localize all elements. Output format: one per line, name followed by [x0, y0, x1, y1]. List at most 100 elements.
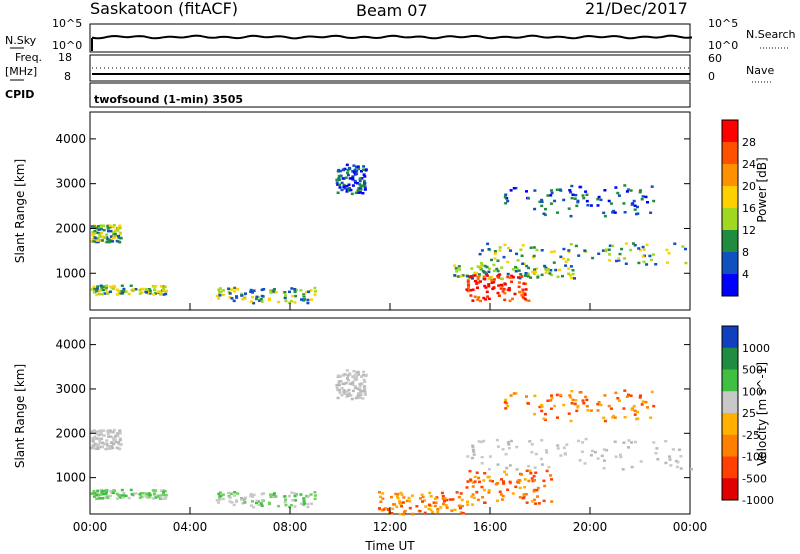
- echo-cell: [97, 231, 101, 235]
- echo-region: [465, 273, 531, 303]
- echo-cell: [540, 200, 544, 203]
- echo-cell: [550, 396, 554, 400]
- echo-cell: [240, 497, 243, 500]
- echo-cell: [345, 184, 349, 188]
- echo-cell: [525, 190, 528, 193]
- echo-cell: [95, 287, 99, 290]
- echo-cell: [251, 291, 254, 294]
- colorbar-swatch: [722, 252, 738, 275]
- echo-cell: [461, 512, 465, 515]
- echo-cell: [542, 417, 546, 420]
- echo-cell: [302, 295, 306, 299]
- echo-cell: [116, 293, 119, 296]
- echo-cell: [471, 448, 475, 452]
- echo-cell: [260, 300, 264, 303]
- colorbar-swatch: [722, 164, 738, 187]
- echo-cell: [112, 224, 116, 227]
- echo-cell: [356, 370, 360, 374]
- echo-cell: [540, 273, 544, 277]
- noise-trace: [91, 34, 693, 40]
- echo-cell: [617, 194, 621, 197]
- velocity-y-axis: 1000 2000 3000 4000: [55, 338, 690, 485]
- echo-cell: [303, 502, 306, 505]
- echo-cell: [530, 451, 534, 454]
- echo-cell: [117, 289, 121, 293]
- velocity-data-layer: [90, 369, 693, 516]
- echo-cell: [633, 409, 637, 413]
- x-tick-label: 12:00: [373, 520, 408, 534]
- echo-cell: [100, 286, 104, 289]
- echo-cell: [450, 509, 454, 512]
- echo-cell: [525, 395, 528, 398]
- echo-cell: [433, 497, 437, 501]
- echo-cell: [522, 282, 526, 285]
- echo-cell: [622, 202, 626, 205]
- echo-cell: [119, 290, 123, 293]
- echo-cell: [482, 488, 486, 492]
- echo-cell: [667, 252, 671, 255]
- echo-cell: [585, 398, 589, 402]
- echo-cell: [471, 299, 475, 302]
- echo-cell: [521, 288, 525, 291]
- echo-cell: [664, 461, 668, 465]
- echo-cell: [269, 495, 273, 499]
- echo-cell: [521, 296, 525, 299]
- echo-cell: [107, 445, 111, 448]
- echo-cell: [576, 200, 580, 204]
- echo-cell: [362, 378, 366, 382]
- echo-cell: [358, 382, 362, 386]
- echo-cell: [93, 231, 97, 235]
- echo-cell: [107, 238, 111, 241]
- echo-cell: [476, 281, 480, 284]
- echo-cell: [507, 288, 511, 292]
- echo-cell: [467, 284, 470, 287]
- echo-cell: [91, 287, 95, 291]
- echo-cell: [116, 497, 119, 500]
- echo-cell: [350, 192, 354, 196]
- nave-label: Nave: [746, 64, 774, 77]
- echo-cell: [362, 165, 366, 168]
- echo-cell: [535, 267, 539, 270]
- echo-cell: [616, 191, 620, 195]
- echo-cell: [510, 274, 514, 278]
- echo-cell: [654, 452, 658, 455]
- echo-cell: [103, 442, 107, 446]
- echo-cell: [568, 189, 572, 192]
- echo-cell: [448, 498, 452, 501]
- echo-cell: [363, 387, 367, 390]
- echo-cell: [578, 391, 582, 394]
- echo-cell: [488, 479, 492, 482]
- echo-cell: [115, 446, 119, 449]
- echo-cell: [307, 290, 311, 293]
- echo-cell: [648, 254, 652, 258]
- echo-cell: [655, 447, 659, 450]
- echo-cell: [517, 276, 520, 279]
- echo-cell: [575, 409, 579, 413]
- echo-cell: [510, 280, 513, 283]
- echo-cell: [299, 493, 303, 496]
- echo-cell: [523, 478, 527, 481]
- y-tick-label: 1000: [55, 266, 86, 280]
- echo-cell: [343, 392, 347, 395]
- echo-cell: [306, 298, 310, 302]
- echo-cell: [100, 490, 104, 493]
- echo-cell: [93, 229, 97, 233]
- echo-cell: [544, 268, 548, 271]
- echo-cell: [106, 237, 110, 241]
- echo-cell: [636, 205, 639, 209]
- echo-cell: [613, 416, 617, 419]
- echo-cell: [599, 198, 603, 202]
- echo-cell: [562, 446, 566, 449]
- echo-cell: [342, 389, 346, 392]
- freq-label: Freq.: [15, 51, 42, 64]
- echo-cell: [611, 416, 615, 419]
- echo-cell: [490, 278, 494, 282]
- echo-cell: [455, 270, 459, 273]
- echo-cell: [343, 373, 347, 376]
- echo-cell: [569, 243, 573, 246]
- colorbar-swatch: [722, 120, 738, 143]
- echo-cell: [520, 254, 524, 257]
- echo-cell: [148, 496, 152, 499]
- echo-cell: [105, 495, 109, 498]
- echo-cell: [434, 501, 438, 504]
